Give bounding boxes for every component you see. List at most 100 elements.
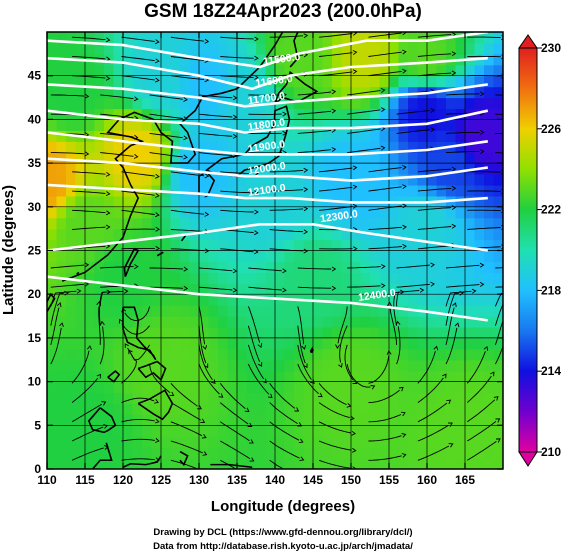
field-cell	[132, 370, 143, 383]
field-cell	[85, 436, 96, 448]
field-cell	[151, 239, 162, 252]
field-cell	[465, 75, 476, 88]
streamline	[494, 319, 503, 346]
streamline	[50, 264, 85, 269]
field-cell	[208, 108, 219, 120]
x-axis-ticks: 110 115 120 125 130 135 140 145 150 155 160 165	[37, 32, 475, 487]
field-cell	[132, 97, 143, 110]
field-cell	[151, 337, 162, 350]
field-cell	[493, 174, 503, 186]
field-cell	[75, 174, 86, 186]
field-cell	[85, 261, 96, 273]
field-cell	[161, 239, 172, 252]
field-cell	[493, 119, 503, 131]
field-cell	[370, 141, 381, 153]
field-cell	[446, 42, 457, 55]
field-cell	[113, 250, 124, 263]
field-cell	[313, 130, 324, 142]
field-cell	[474, 425, 485, 437]
field-cell	[408, 348, 419, 361]
field-cell	[85, 174, 96, 186]
field-cell	[113, 42, 124, 55]
field-cell	[446, 272, 457, 284]
field-cell	[417, 381, 428, 394]
field-cell	[199, 228, 210, 241]
field-cell	[332, 294, 343, 306]
field-cell	[47, 97, 58, 110]
streamline-arrowhead	[155, 39, 160, 45]
field-cell	[370, 163, 381, 175]
field-cell	[227, 425, 238, 437]
field-cell	[208, 370, 219, 383]
field-cell	[85, 326, 96, 339]
streamline-arrowhead	[249, 439, 254, 444]
field-cell	[85, 458, 96, 469]
field-cell	[351, 359, 362, 372]
field-cell	[104, 392, 115, 405]
field-cell	[265, 32, 276, 44]
streamline-arrowhead	[451, 51, 457, 57]
field-cell	[360, 141, 371, 153]
field-cell	[436, 316, 447, 328]
streamline	[149, 267, 184, 270]
field-cell	[455, 337, 466, 350]
field-cell	[180, 174, 191, 186]
streamline-arrowhead	[155, 77, 160, 83]
streamline-arrowhead	[253, 230, 259, 236]
field-cell	[56, 217, 67, 230]
field-cell	[256, 305, 267, 317]
field-cell	[332, 217, 343, 230]
field-cell	[56, 141, 67, 153]
field-cell	[275, 403, 286, 415]
field-cell	[294, 316, 305, 328]
streamline	[72, 209, 106, 214]
streamline-arrowhead	[124, 343, 129, 349]
field-cell	[265, 337, 276, 350]
field-cell	[284, 359, 295, 372]
field-cell	[94, 42, 105, 55]
field-cell	[66, 436, 77, 448]
field-cell	[94, 174, 105, 186]
streamline	[247, 306, 261, 343]
field-cell	[493, 425, 503, 437]
field-cell	[161, 261, 172, 273]
field-cell	[132, 403, 143, 415]
field-cell	[237, 174, 248, 186]
field-cell	[189, 447, 200, 459]
field-cell	[56, 414, 67, 426]
field-cell	[360, 337, 371, 350]
field-cell	[351, 53, 362, 66]
streamline-arrowhead	[402, 164, 407, 170]
field-cell	[180, 250, 191, 263]
field-cell	[417, 228, 428, 241]
field-cell	[208, 184, 219, 197]
field-cell	[104, 305, 115, 317]
field-cell	[265, 119, 276, 131]
field-cell	[47, 348, 58, 361]
field-cell	[398, 381, 409, 394]
field-cell	[379, 75, 390, 88]
x-tick-label: 135	[227, 473, 247, 487]
field-cell	[189, 119, 200, 131]
field-cell	[341, 53, 352, 66]
streamline-arrowhead	[204, 38, 210, 44]
streamline	[99, 290, 124, 307]
streamline	[170, 440, 203, 454]
field-cell	[199, 64, 210, 77]
field-cell	[56, 436, 67, 448]
field-cell	[75, 228, 86, 241]
field-cell	[484, 108, 495, 120]
field-cell	[47, 458, 58, 469]
streamline	[495, 152, 503, 154]
field-cell	[379, 348, 390, 361]
field-cell	[417, 348, 428, 361]
field-cell	[351, 228, 362, 241]
field-cell	[275, 348, 286, 361]
field-cell	[189, 272, 200, 284]
field-cell	[493, 195, 503, 208]
field-cell	[417, 141, 428, 153]
field-cell	[484, 250, 495, 263]
field-cell	[237, 250, 248, 263]
field-cell	[284, 436, 295, 448]
field-cell	[85, 228, 96, 241]
